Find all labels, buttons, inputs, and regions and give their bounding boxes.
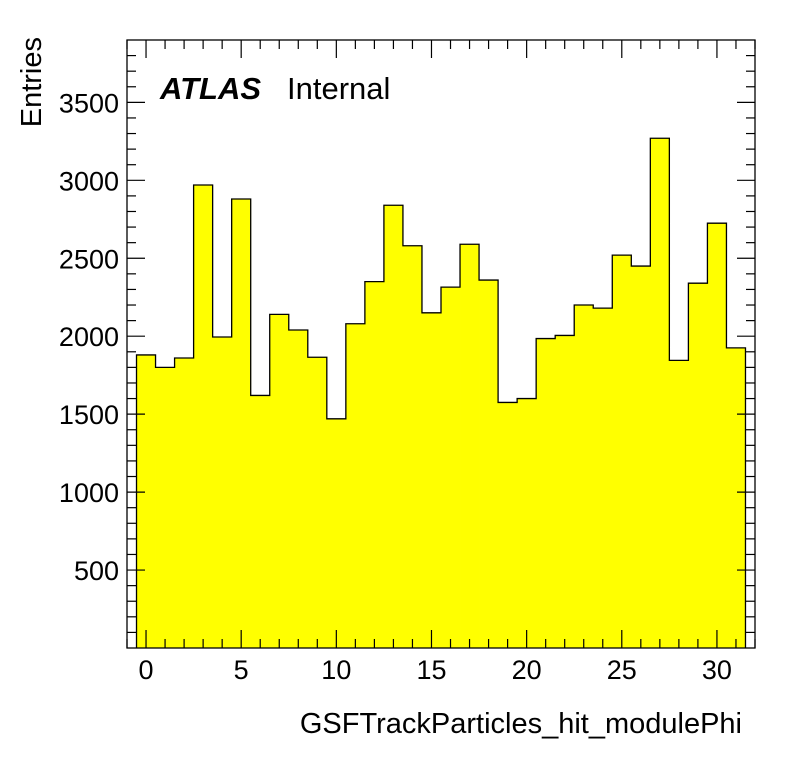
histogram-bar: [136, 354, 156, 648]
histogram-bar: [536, 338, 556, 648]
histogram-bar: [364, 281, 385, 648]
histogram-bar: [174, 358, 195, 648]
histogram-bar: [345, 323, 366, 648]
histogram-bar: [631, 266, 651, 648]
histogram-bar: [650, 138, 670, 648]
x-tick-label: 5: [234, 655, 249, 685]
histogram-bar: [707, 223, 727, 648]
histogram-bar: [555, 335, 575, 648]
histogram-bar: [593, 308, 613, 648]
histogram-bar: [383, 205, 404, 648]
histogram-bar: [726, 347, 746, 648]
histogram-bar: [288, 329, 309, 648]
histogram-bar: [326, 418, 347, 648]
histogram-bar: [441, 287, 461, 648]
histogram-bar: [574, 305, 594, 648]
y-tick-label: 2500: [59, 244, 119, 274]
histogram-bar: [421, 312, 442, 648]
histogram-outline: [135, 137, 747, 648]
x-tick-label: 0: [139, 655, 154, 685]
axis-ticks: [126, 40, 756, 648]
plot-frame: [126, 39, 756, 649]
y-axis-title: Entries: [16, 37, 48, 127]
y-tick-label: 3500: [59, 88, 119, 118]
y-tick-label: 1000: [59, 478, 119, 508]
histogram-bar: [212, 336, 233, 648]
histogram-bar: [688, 283, 708, 648]
x-tick-labels: 0 5 10 15 20 25 30: [139, 655, 732, 685]
histogram-bar: [669, 360, 689, 648]
histogram-bar: [307, 357, 328, 648]
y-tick-label: 2000: [59, 322, 119, 352]
histogram-bar: [479, 280, 499, 648]
y-tick-label: 500: [74, 556, 119, 586]
histogram-bar: [193, 184, 214, 648]
x-tick-label: 25: [607, 655, 637, 685]
histogram-bar: [498, 402, 518, 648]
histogram-bars: [136, 138, 746, 649]
y-tick-label: 3000: [59, 166, 119, 196]
histogram-bar: [269, 314, 290, 648]
histogram-bar: [250, 395, 271, 648]
y-tick-labels: 500 1000 1500 2000 2500 3000 3500: [59, 88, 119, 586]
histogram-bar: [155, 367, 175, 648]
histogram-bar: [612, 255, 632, 648]
atlas-label: ATLAS: [159, 71, 261, 106]
histogram-bar: [402, 245, 423, 649]
internal-label: Internal: [287, 71, 390, 106]
histogram-bar: [460, 244, 480, 648]
x-tick-label: 20: [512, 655, 542, 685]
histogram-bar: [517, 398, 537, 648]
x-tick-label: 30: [702, 655, 732, 685]
x-axis-title: GSFTrackParticles_hit_modulePhi: [300, 708, 742, 740]
x-tick-label: 10: [321, 655, 351, 685]
histogram-bar: [231, 199, 252, 648]
y-tick-label: 1500: [59, 400, 119, 430]
x-tick-label: 15: [416, 655, 446, 685]
